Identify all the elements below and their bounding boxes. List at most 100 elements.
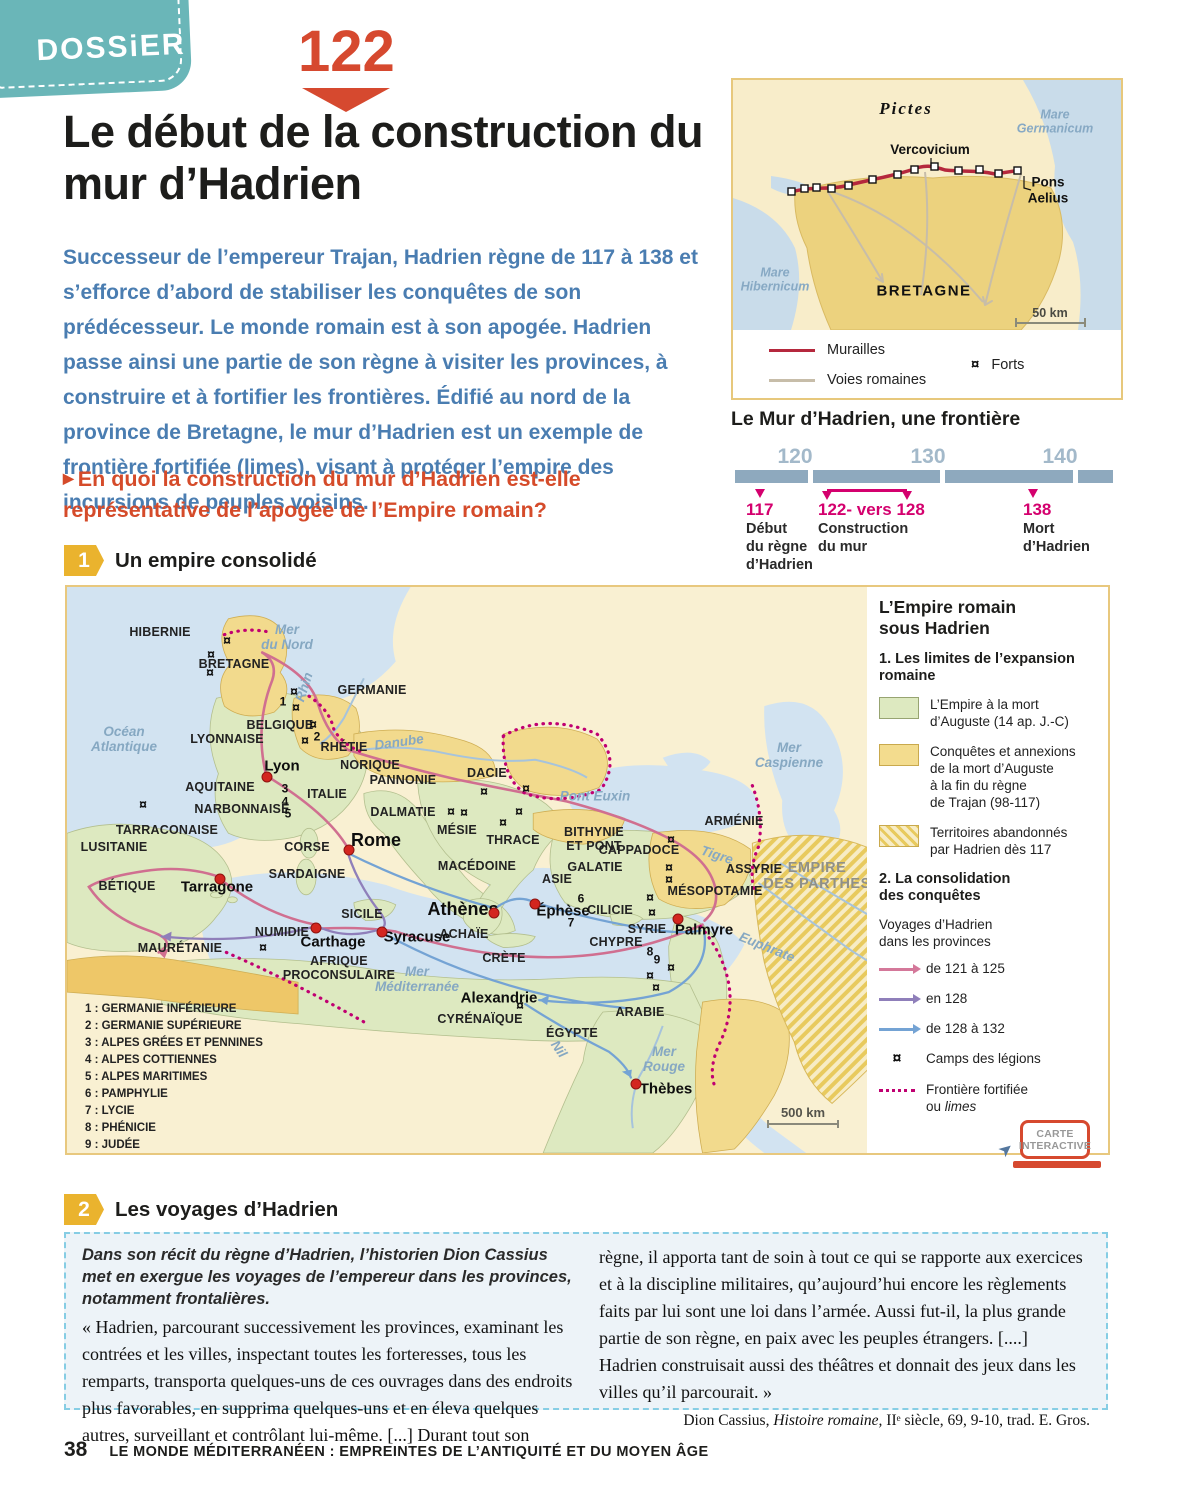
map-label: Rome (350, 829, 402, 850)
fort-icon: ¤ (892, 1049, 902, 1067)
legend-label: Frontière fortifiée ou limes (926, 1081, 1029, 1114)
wall-line-swatch (769, 348, 815, 352)
green-swatch (879, 696, 919, 719)
map-label: DALMATIE (370, 805, 436, 819)
timeline-tick: 120 (777, 445, 813, 468)
map-footnotes: 1 : GERMANIE INFÉRIEURE 2 : GERMANIE SUPÉ… (85, 1001, 305, 1153)
fort-icon: ¤ (665, 859, 673, 875)
map-legend-panel: L’Empire romain sous Hadrien 1. Les limi… (867, 587, 1108, 1153)
timeline-tick: 130 (910, 445, 946, 468)
map-label: Mare Germanicum (1016, 107, 1094, 136)
city-dot (488, 907, 500, 919)
legend-walls: Murailles (769, 342, 885, 358)
map-label: ACHAÏE (439, 927, 489, 941)
down-arrow-icon (302, 88, 390, 112)
fort-icon: ¤ (667, 831, 675, 847)
legend-voyages-intro: Voyages d’Hadrien dans les provinces (879, 916, 993, 949)
map-label: 6 (577, 891, 585, 906)
legend-label: en 128 (926, 990, 968, 1006)
city-dot (630, 1078, 642, 1090)
map-label: HIBERNIE (129, 625, 191, 639)
map-label: ASIE (542, 872, 572, 886)
timeline-event: 117 Début du règne d’Hadrien (746, 500, 813, 574)
fort-icon: ¤ (223, 632, 231, 648)
map-label: 1 (279, 694, 287, 709)
dossier-label: DOSSiER (35, 27, 187, 68)
legend-label: Conquêtes et annexions de la mort d’Augu… (930, 743, 1076, 810)
city-dot (310, 922, 322, 934)
excerpt-left-column: Dans son récit du règne d’Hadrien, l’his… (82, 1244, 573, 1445)
map-label: 5 (284, 806, 292, 821)
trajan-conquests-yellow (67, 615, 790, 1153)
map-label: GALATIE (567, 860, 623, 874)
section-title: Un empire consolidé (115, 548, 317, 572)
fort-icon: ¤ (207, 646, 215, 662)
map-label: CRÈTE (482, 951, 526, 965)
section-title: Les voyages d’Hadrien (115, 1197, 339, 1221)
map-label: GERMANIE (337, 683, 407, 697)
map-label: CILICIE (587, 903, 633, 917)
legend-item-abandonnes: Territoires abandonnés par Hadrien dès 1… (879, 824, 1096, 858)
map-label: Lyon (264, 757, 300, 775)
carte-interactive-button[interactable]: CARTE INTERACTIVE (1018, 1120, 1092, 1159)
map-label: MÉSOPOTAMIE (667, 884, 763, 898)
legend-label: de 121 à 125 (926, 960, 1005, 976)
map-label: Carthage (300, 933, 366, 951)
legend-label: L’Empire à la mort d’Auguste (14 ap. J.-… (930, 696, 1069, 729)
fort-icon: ¤ (447, 803, 455, 819)
quote-attribution: Dion Cassius, Histoire romaine, IIᵉ sièc… (683, 1412, 1090, 1429)
timeline-marker (1028, 489, 1038, 498)
walls-label: Murailles (827, 342, 886, 358)
quote-text-left: « Hadrien, parcourant successivement les… (82, 1317, 573, 1445)
city-dot (214, 873, 226, 885)
map-label: 9 (653, 952, 661, 967)
forts-label: Forts (991, 356, 1025, 373)
event-description: Mort d’Hadrien (1023, 521, 1090, 555)
map-label: ÉGYPTE (546, 1026, 598, 1040)
legend-item-frontiere: Frontière fortifiée ou limes (879, 1081, 1096, 1115)
map-label: 4 (281, 794, 289, 809)
fort-icon: ¤ (652, 979, 660, 995)
button-label-line2: INTERACTIVE (1018, 1139, 1092, 1152)
voyage-routes-128 (160, 851, 386, 941)
scale-bar (767, 1120, 839, 1128)
legend-forts: ¤ Forts (971, 356, 1024, 373)
britain-land (794, 175, 1064, 330)
map-label: NARBONNAISE (194, 802, 290, 816)
map-footnote: 5 : ALPES MARITIMES (85, 1071, 208, 1083)
mini-map-caption: Le Mur d’Hadrien, une frontière (731, 408, 1021, 430)
legend-section-2: 2. La consolidation des conquêtes (879, 870, 1011, 905)
hadrians-wall-map-graphic (733, 80, 1121, 330)
legend-roads: Voies romaines (769, 372, 926, 388)
map-footnote: 9 : JUDÉE (85, 1139, 140, 1151)
map-label: BÉTIQUE (98, 879, 156, 893)
fort-icon: ¤ (515, 803, 523, 819)
triangle-bullet-icon: ▶ (63, 470, 74, 486)
city-dot (261, 771, 273, 783)
legend-label: Camps des légions (926, 1050, 1041, 1066)
purple-arrow-icon (879, 994, 921, 1005)
fort-icon: ¤ (290, 683, 298, 699)
map-label: Vercovicium (890, 142, 970, 158)
event-description: Construction du mur (818, 521, 909, 555)
fort-icon: ¤ (259, 939, 267, 955)
timeline-bar (735, 470, 1113, 483)
page-title: Le début de la construction du mur d’Had… (63, 106, 704, 210)
map-label: SARDAIGNE (268, 867, 346, 881)
map-label: CAPPADOCE (598, 843, 680, 857)
timeline-event: 122- vers 128 Construction du mur (818, 500, 925, 556)
map-footnote: 4 : ALPES COTTIENNES (85, 1054, 217, 1066)
map-label: MAURÉTANIE (137, 941, 223, 955)
map-label: 3 (281, 781, 289, 796)
map-label: LYONNAISE (190, 732, 264, 746)
section-1-header: 1 Un empire consolidé (64, 545, 317, 576)
guiding-question: ▶ En quoi la construction du mur d’Hadrie… (63, 463, 653, 526)
fort-icon: ¤ (667, 959, 675, 975)
timeline-bar-gap (940, 470, 945, 483)
hadrians-wall-map: Pictes Mare Germanicum Vercovicium Pons Ael… (731, 78, 1123, 400)
legend-item-voyage-128-132: de 128 à 132 (879, 1020, 1096, 1037)
legend-label: de 128 à 132 (926, 1020, 1005, 1036)
map-label: THRACE (486, 833, 540, 847)
legend-item-camps: ¤ Camps des légions (879, 1050, 1096, 1068)
